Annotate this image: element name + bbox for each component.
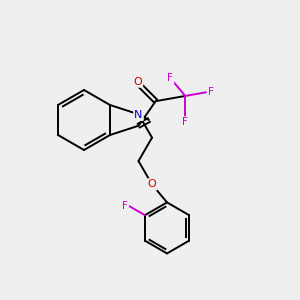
Text: F: F: [167, 74, 173, 83]
Text: O: O: [133, 76, 142, 87]
Text: F: F: [208, 87, 214, 97]
Text: O: O: [148, 179, 156, 189]
Text: N: N: [134, 110, 143, 120]
Text: F: F: [122, 201, 128, 211]
Text: F: F: [182, 117, 188, 127]
